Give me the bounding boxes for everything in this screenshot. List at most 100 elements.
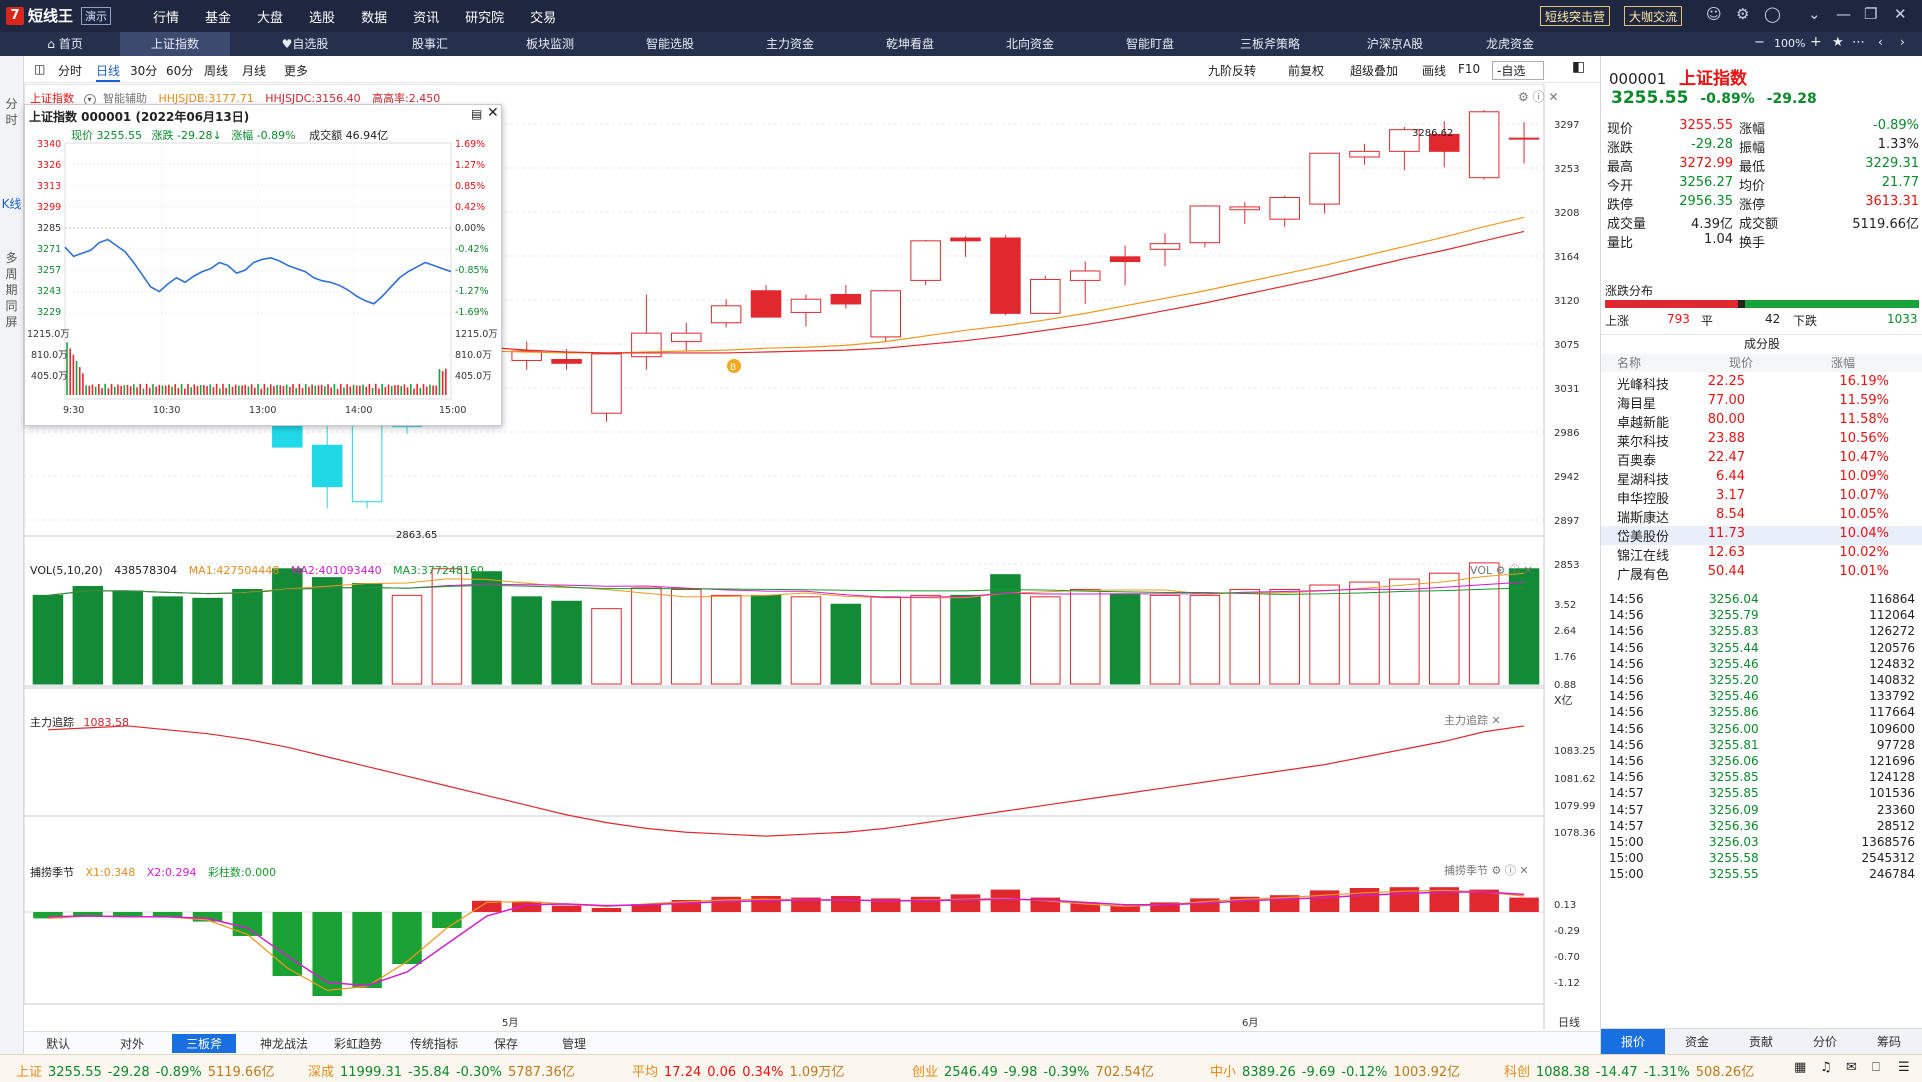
status-index-2[interactable]: 平均 17.24 0.06 0.34% 1.09万亿 <box>632 1061 844 1080</box>
skin-icon[interactable]: ◯ <box>1764 5 1781 23</box>
close-icon[interactable]: ✕ <box>1519 864 1529 877</box>
close-icon[interactable]: ✕ <box>1894 5 1907 23</box>
tab-funds[interactable]: 资金 <box>1684 1035 1709 1049</box>
period-more[interactable]: 更多 <box>284 64 309 78</box>
tab-northbound[interactable]: 北向资金 <box>1005 37 1054 51</box>
component-row[interactable]: 岱美股份 11.73 10.04% <box>1601 526 1922 545</box>
short-line-camp-button[interactable]: 短线突击营 <box>1540 6 1611 26</box>
smart-assist[interactable]: 智能辅助 <box>103 92 147 105</box>
close-icon[interactable]: ✕ <box>1523 564 1533 577</box>
tab-sector-monitor[interactable]: 板块监测 <box>525 37 574 51</box>
tab-dragon-tiger[interactable]: 龙虎资金 <box>1485 37 1534 51</box>
close-icon[interactable]: ✕ <box>1548 90 1559 104</box>
close-icon[interactable]: ✕ <box>1491 714 1501 727</box>
period-30m[interactable]: 30分 <box>130 64 158 78</box>
tab-save[interactable]: 保存 <box>494 1037 519 1051</box>
expert-chat-button[interactable]: 大咖交流 <box>1624 6 1683 26</box>
tab-quote[interactable]: 报价 <box>1601 1029 1665 1055</box>
gear-icon[interactable]: ⚙ <box>1518 90 1529 104</box>
component-row[interactable]: 瑞斯康达 8.54 10.05% <box>1601 507 1922 526</box>
message-icon[interactable]: ✉ <box>1846 1060 1857 1075</box>
chevron-right-icon[interactable]: › <box>1900 35 1905 49</box>
tab-main-funds[interactable]: 主力资金 <box>765 37 814 51</box>
tab-external[interactable]: 对外 <box>120 1037 145 1051</box>
component-row[interactable]: 申华控股 3.17 10.07% <box>1601 488 1922 507</box>
component-row[interactable]: 卓越新能 80.00 11.58% <box>1601 412 1922 431</box>
component-row[interactable]: 广晟有色 50.44 10.01% <box>1601 564 1922 583</box>
draw-line-button[interactable]: 画线 <box>1422 64 1447 78</box>
chevron-down-icon[interactable]: ⌄ <box>1808 5 1821 23</box>
popup-minimize-icon[interactable]: ▤ <box>471 107 483 121</box>
tab-price-volume[interactable]: 分价 <box>1812 1035 1837 1049</box>
component-row[interactable]: 海目星 77.00 11.59% <box>1601 393 1922 412</box>
tab-default[interactable]: 默认 <box>46 1037 71 1051</box>
tab-rainbow[interactable]: 彩虹趋势 <box>334 1037 383 1051</box>
status-index-5[interactable]: 科创 1088.38 -14.47 -1.31% 508.26亿 <box>1504 1061 1754 1080</box>
period-daily[interactable]: 日线 <box>96 62 121 82</box>
help-icon[interactable]: ⓘ <box>1532 90 1545 104</box>
intraday-popup[interactable]: 上证指数 000001 (2022年06月13日) ▤ ✕ 现价 3255.55… <box>24 104 502 426</box>
period-timeshare[interactable]: 分时 <box>58 64 83 78</box>
period-monthly[interactable]: 月线 <box>242 64 267 78</box>
sidebar-item-multi-period[interactable]: 多周期同屏 <box>5 251 18 329</box>
bell-icon[interactable]: ♫ <box>1820 1060 1832 1075</box>
tab-contribution[interactable]: 贡献 <box>1748 1035 1773 1049</box>
component-row[interactable]: 光峰科技 22.25 16.19% <box>1601 374 1922 393</box>
menu-icon[interactable]: ☰ <box>1898 1060 1910 1075</box>
menu-item[interactable]: 大盘 <box>257 10 284 26</box>
tab-chips[interactable]: 筹码 <box>1876 1035 1901 1049</box>
watchlist-select[interactable]: -自选 <box>1492 61 1545 80</box>
tab-sh-index[interactable]: 上证指数 <box>120 32 230 56</box>
menu-item[interactable]: 资讯 <box>413 10 440 26</box>
help-icon[interactable]: ⓘ <box>1504 864 1516 877</box>
tab-manage[interactable]: 管理 <box>562 1037 587 1051</box>
maximize-icon[interactable]: ❐ <box>1864 5 1878 23</box>
tab-watchlist[interactable]: ♥自选股 <box>260 32 350 56</box>
f10-button[interactable]: F10 <box>1458 62 1481 76</box>
menu-item[interactable]: 行情 <box>153 10 180 26</box>
zoom-in-icon[interactable]: + <box>1810 34 1822 50</box>
component-row[interactable]: 百奥泰 22.47 10.47% <box>1601 450 1922 469</box>
tab-three-axe[interactable]: 三板斧 <box>172 1034 237 1053</box>
status-index-1[interactable]: 深成 11999.31 -35.84 -0.30% 5787.36亿 <box>308 1061 575 1080</box>
component-row[interactable]: 星湖科技 6.44 10.09% <box>1601 469 1922 488</box>
popup-close-icon[interactable]: ✕ <box>487 105 499 121</box>
tab-dragon[interactable]: 神龙战法 <box>260 1037 309 1051</box>
tab-three-axe[interactable]: 三板斧策略 <box>1239 37 1300 51</box>
gear-icon[interactable]: ⚙ <box>1495 564 1506 577</box>
sidebar-item-kline[interactable]: K线 <box>1 197 22 211</box>
tab-gushihui[interactable]: 股事汇 <box>411 37 448 51</box>
tab-home[interactable]: ⌂ 首页 <box>30 32 100 56</box>
period-60m[interactable]: 60分 <box>166 64 194 78</box>
period-weekly[interactable]: 周线 <box>204 64 229 78</box>
nine-reversal-toggle[interactable]: 九阶反转 <box>1208 64 1257 78</box>
component-row[interactable]: 莱尔科技 23.88 10.56% <box>1601 431 1922 450</box>
overlay-dropdown[interactable]: 超级叠加 <box>1350 64 1399 78</box>
panel-toggle-icon[interactable]: ◧ <box>1572 59 1586 75</box>
status-index-3[interactable]: 创业 2546.49 -9.98 -0.39% 702.54亿 <box>912 1061 1154 1080</box>
status-index-4[interactable]: 中小 8389.26 -9.69 -0.12% 1003.92亿 <box>1210 1061 1460 1080</box>
menu-item[interactable]: 选股 <box>309 10 336 26</box>
tab-qiankun[interactable]: 乾坤看盘 <box>885 37 934 51</box>
tab-traditional[interactable]: 传统指标 <box>410 1037 459 1051</box>
tab-a-shares[interactable]: 沪深京A股 <box>1366 37 1424 51</box>
sidebar-item-timeshare[interactable]: 分时 <box>5 97 18 127</box>
layout-toggle-icon[interactable]: ◫ <box>34 62 46 76</box>
menu-item[interactable]: 研究院 <box>465 10 505 26</box>
star-icon[interactable]: ★ <box>1832 35 1844 50</box>
minimize-icon[interactable]: — <box>1836 5 1851 23</box>
menu-item[interactable]: 交易 <box>530 10 557 26</box>
tab-smart-watch[interactable]: 智能盯盘 <box>1125 37 1174 51</box>
screen-icon[interactable]: ⎕ <box>1872 1060 1880 1075</box>
more-icon[interactable]: ⋯ <box>1852 35 1865 50</box>
help-icon[interactable]: ⓘ <box>1509 564 1520 577</box>
status-index-0[interactable]: 上证 3255.55 -29.28 -0.89% 5119.66亿 <box>16 1061 274 1080</box>
b-marker[interactable]: B <box>727 359 741 373</box>
menu-item[interactable]: 基金 <box>205 10 232 26</box>
chevron-left-icon[interactable]: ‹ <box>1878 35 1883 49</box>
menu-item[interactable]: 数据 <box>361 10 388 26</box>
gear-icon[interactable]: ⚙ <box>1491 864 1502 877</box>
zoom-out-icon[interactable]: − <box>1754 35 1765 50</box>
adjust-dropdown[interactable]: 前复权 <box>1288 64 1325 78</box>
app-logo[interactable]: 7 短线王 演示 <box>6 5 112 26</box>
